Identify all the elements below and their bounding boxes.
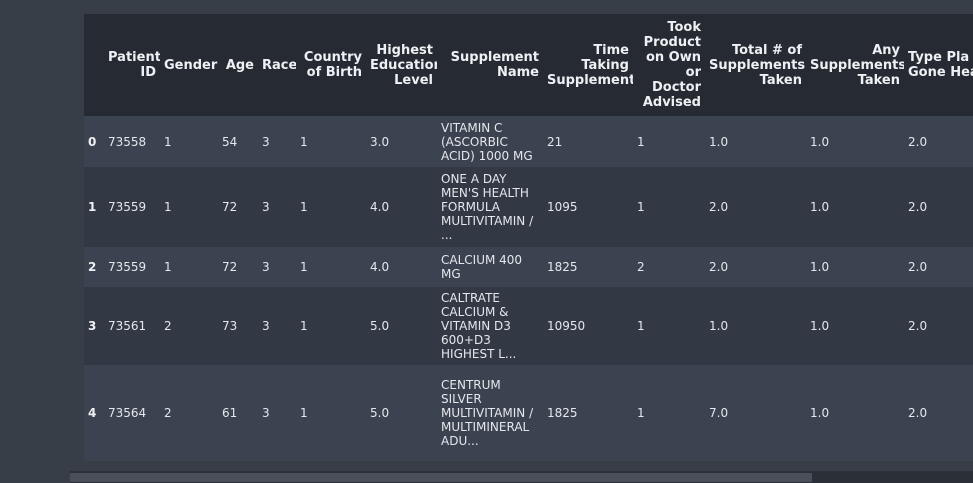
table-cell: 10950 xyxy=(547,319,586,333)
table-cell: 21 xyxy=(547,134,563,149)
table-cell: 1.0 xyxy=(709,134,729,149)
table-cell: 1825 xyxy=(547,406,578,420)
table-cell: 1.0 xyxy=(810,260,830,274)
column-header[interactable]: Time Taking Supplement xyxy=(547,42,633,88)
table-cell: 5.0 xyxy=(370,406,390,420)
table-cell: 1 xyxy=(637,200,645,214)
table-cell: 3 xyxy=(262,319,270,333)
column-header[interactable]: Total # of Supplements Taken xyxy=(709,42,806,88)
table-cell: 2.0 xyxy=(709,200,729,214)
table-cell: 1825 xyxy=(547,260,578,274)
table-cell: 73559 xyxy=(108,200,147,214)
column-header[interactable]: Race xyxy=(262,57,296,73)
table-cell: 2 xyxy=(164,406,172,420)
table-cell: 3 xyxy=(262,200,270,214)
row-index: 1 xyxy=(88,200,97,214)
dataframe-output: Patient ID Gender Age Race Country of Bi… xyxy=(84,14,973,461)
table-cell: 1 xyxy=(637,134,645,149)
table-cell: 1 xyxy=(300,200,308,214)
column-header[interactable]: Took Product on Own or Doctor Advised xyxy=(642,20,701,110)
column-header[interactable]: Any Supplements Taken xyxy=(810,42,904,88)
table-cell: 1 xyxy=(300,319,308,333)
table-cell: 7.0 xyxy=(709,406,729,420)
table-cell: 3 xyxy=(262,260,270,274)
table-cell: 2.0 xyxy=(709,260,729,274)
table-cell: 1.0 xyxy=(709,319,729,333)
table-cell: 2 xyxy=(637,260,645,274)
row-index: 3 xyxy=(88,319,97,333)
table-cell: 61 xyxy=(222,406,238,420)
table-cell: 73558 xyxy=(108,134,147,149)
column-header[interactable]: Highest Education Level xyxy=(370,42,437,88)
table-cell: 73 xyxy=(222,319,238,333)
table-cell: 1 xyxy=(300,406,308,420)
table-cell: 1 xyxy=(300,260,308,274)
table-cell: 3 xyxy=(262,406,270,420)
dataframe-table: Patient ID Gender Age Race Country of Bi… xyxy=(84,14,973,461)
table-cell: CENTRUM SILVER MULTIVITAMIN / MULTIMINER… xyxy=(441,378,534,448)
output-gutter xyxy=(0,0,84,483)
table-cell: 2.0 xyxy=(908,406,928,420)
row-index: 4 xyxy=(88,406,97,420)
table-cell: 1 xyxy=(637,319,645,333)
table-cell: VITAMIN C (ASCORBIC ACID) 1000 MG xyxy=(441,120,533,163)
table-cell: 72 xyxy=(222,200,238,214)
table-cell: 1 xyxy=(164,134,172,149)
column-header[interactable]: Supplement Name xyxy=(450,50,539,80)
column-header[interactable]: Age xyxy=(225,57,254,73)
table-cell: 4.0 xyxy=(370,260,390,274)
table-cell: 1.0 xyxy=(810,406,830,420)
table-row: 0 73558 1 54 3 1 3.0 VITAMIN C (ASCORBIC… xyxy=(84,116,973,167)
table-cell: 1 xyxy=(164,200,172,214)
table-cell: 1.0 xyxy=(810,200,830,214)
table-cell: CALCIUM 400 MG xyxy=(441,253,523,281)
table-cell: 54 xyxy=(222,134,238,149)
table-cell: 1 xyxy=(164,260,172,274)
table-cell: 73561 xyxy=(108,319,147,333)
table-cell: 3.0 xyxy=(370,134,390,149)
table-cell: CALTRATE CALCIUM & VITAMIN D3 600+D3 HIG… xyxy=(441,291,517,361)
column-header[interactable]: Type Pla Gone Healthc xyxy=(908,50,973,80)
table-cell: 2.0 xyxy=(908,260,928,274)
table-cell: 73559 xyxy=(108,260,147,274)
table-cell: 1.0 xyxy=(810,134,830,149)
table-cell: 2.0 xyxy=(908,319,928,333)
table-cell: 72 xyxy=(222,260,238,274)
table-cell: 3 xyxy=(262,134,270,149)
table-cell: 1 xyxy=(300,134,308,149)
table-cell: 1.0 xyxy=(810,319,830,333)
horizontal-scrollbar-thumb[interactable] xyxy=(70,473,812,482)
table-row: 1 73559 1 72 3 1 4.0 ONE A DAY MEN'S HEA… xyxy=(84,167,973,247)
table-cell: 2.0 xyxy=(908,134,928,149)
table-row: 3 73561 2 73 3 1 5.0 CALTRATE CALCIUM & … xyxy=(84,287,973,365)
header-row: Patient ID Gender Age Race Country of Bi… xyxy=(84,14,973,116)
row-index: 2 xyxy=(88,260,97,274)
table-cell: ONE A DAY MEN'S HEALTH FORMULA MULTIVITA… xyxy=(441,172,534,242)
table-row: 2 73559 1 72 3 1 4.0 CALCIUM 400 MG 1825… xyxy=(84,247,973,287)
table-cell: 5.0 xyxy=(370,319,390,333)
table-cell: 1095 xyxy=(547,200,578,214)
table-cell: 2.0 xyxy=(908,200,928,214)
table-cell: 73564 xyxy=(108,406,147,420)
index-header xyxy=(84,14,104,116)
column-header[interactable]: Country of Birth xyxy=(303,50,362,80)
column-header[interactable]: Patient ID xyxy=(108,50,160,80)
table-cell: 4.0 xyxy=(370,200,390,214)
table-cell: 2 xyxy=(164,319,172,333)
row-index: 0 xyxy=(88,134,97,149)
table-cell: 1 xyxy=(637,406,645,420)
table-row: 4 73564 2 61 3 1 5.0 CENTRUM SILVER MULT… xyxy=(84,365,973,461)
column-header[interactable]: Gender xyxy=(164,57,218,73)
